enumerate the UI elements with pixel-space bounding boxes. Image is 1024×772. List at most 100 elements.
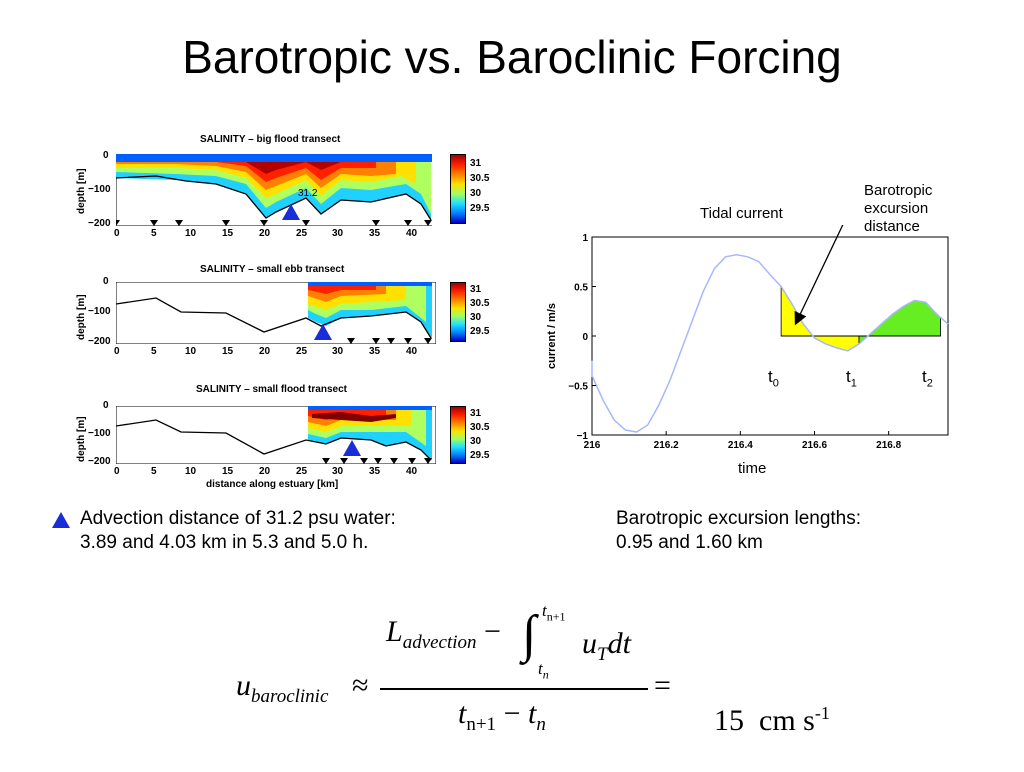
numerator: Ladvection −: [386, 615, 501, 654]
t0-subscript: 0: [772, 377, 779, 390]
y-tick-label: 0: [582, 332, 588, 343]
y-tick-label: 1: [582, 233, 588, 244]
x-tick: 35: [369, 466, 381, 477]
x-tick-label: 216.6: [802, 440, 827, 451]
colorbar: [450, 282, 466, 342]
t2-subscript: 2: [926, 377, 933, 390]
salinity-panel-big-flood: SALINITY – big flood transect depth [m] …: [60, 130, 500, 248]
panel-title: SALINITY – big flood transect: [200, 134, 341, 145]
y-axis-label: depth [m]: [76, 416, 87, 462]
excursion-caption: Barotropic excursion lengths: 0.95 and 1…: [616, 507, 861, 555]
L-subscript: advection: [402, 632, 477, 653]
x-tick: 5: [151, 466, 157, 477]
colorbar: [450, 406, 466, 464]
x-tick-label: 216.4: [728, 440, 753, 451]
y-tick: −200: [88, 336, 111, 347]
y-tick: 0: [103, 400, 109, 411]
x-tick-label: 216: [584, 440, 601, 451]
x-tick: 35: [369, 346, 381, 357]
x-tick: 10: [185, 346, 197, 357]
tidal-current-label: Tidal current: [700, 205, 783, 222]
minus-sign: −: [484, 615, 501, 648]
integrand: uTdt: [582, 627, 631, 666]
advection-marker-icon: [314, 324, 332, 340]
colorbar-tick: 31: [470, 284, 482, 295]
x-tick: 10: [185, 466, 197, 477]
result-value: 15 cm s-1: [684, 669, 830, 772]
den-minus: −: [503, 697, 521, 730]
x-tick: 15: [222, 466, 234, 477]
result-text: 15 cm s: [714, 704, 815, 737]
y-tick-label: −1: [577, 431, 589, 442]
time-axis-label: time: [738, 460, 767, 477]
panel-title: SALINITY – small flood transect: [196, 384, 347, 395]
x-tick: 25: [296, 346, 308, 357]
salinity-section-plot: [116, 154, 436, 226]
advection-caption: Advection distance of 31.2 psu water: 3.…: [80, 507, 396, 555]
uT-subscript: T: [597, 644, 608, 665]
salinity-panel-small-flood: SALINITY – small flood transect depth [m…: [60, 378, 500, 498]
excursion-label-line: excursion: [864, 200, 929, 217]
t0-text: t: [768, 367, 773, 386]
x-tick: 30: [332, 346, 344, 357]
lhs: ubaroclinic: [236, 669, 328, 708]
den-t1-sub: n+1: [466, 714, 497, 735]
colorbar-tick: 30.5: [470, 422, 490, 433]
colorbar-tick: 30: [470, 312, 482, 323]
x-tick: 20: [259, 228, 271, 239]
t2-label: t2: [922, 368, 933, 392]
colorbar-tick: 31: [470, 158, 482, 169]
y-axis-label: current / m/s: [546, 303, 558, 369]
baroclinic-formula: ubaroclinic ≈ Ladvection − ∫ tn+1 tn uTd…: [230, 601, 830, 745]
colorbar: [450, 154, 466, 224]
advection-caption-line2: 3.89 and 4.03 km in 5.3 and 5.0 h.: [80, 532, 369, 553]
salinity-section-plot: [116, 282, 436, 344]
t1-subscript: 1: [850, 377, 857, 390]
x-tick: 5: [151, 228, 157, 239]
y-tick: −100: [88, 306, 111, 317]
tidal-current-series-line: [591, 254, 949, 433]
y-axis-ticks: 1 0.5 0 −0.5 −1: [568, 233, 596, 442]
advection-marker-icon: [343, 440, 361, 456]
uT-symbol: u: [582, 627, 597, 660]
slide-title: Barotropic vs. Baroclinic Forcing: [182, 31, 842, 83]
excursion-shading: [780, 285, 941, 352]
x-tick: 10: [185, 228, 197, 239]
y-tick: −200: [88, 218, 111, 229]
x-tick: 40: [406, 466, 418, 477]
excursion-caption-line1: Barotropic excursion lengths:: [616, 508, 862, 529]
x-tick: 30: [332, 466, 344, 477]
x-tick: 35: [369, 228, 381, 239]
den-t2: t: [527, 697, 537, 730]
x-tick: 25: [296, 466, 308, 477]
panel-title: SALINITY – small ebb transect: [200, 264, 345, 275]
excursion-label: Barotropic excursion distance: [864, 182, 932, 236]
y-tick: −200: [88, 456, 111, 467]
colorbar-tick: 30: [470, 188, 482, 199]
u-subscript: baroclinic: [251, 686, 329, 707]
x-tick: 25: [296, 228, 308, 239]
approx-sign: ≈: [352, 669, 369, 702]
colorbar-tick: 31: [470, 408, 482, 419]
excursion-area-1: [858, 300, 941, 345]
x-tick-label: 216.8: [876, 440, 901, 451]
x-tick: 30: [332, 228, 344, 239]
x-tick-label: 216.2: [654, 440, 679, 451]
y-axis-label: depth [m]: [76, 294, 87, 340]
excursion-arrow: [794, 225, 844, 326]
fraction-bar: [380, 688, 648, 690]
advection-caption-line1: Advection distance of 31.2 psu water:: [80, 508, 396, 529]
integral-lower-limit: tn: [538, 659, 549, 682]
colorbar-tick: 30.5: [470, 173, 490, 184]
salinity-section-plot: [116, 406, 436, 464]
colorbar-tick: 30: [470, 436, 482, 447]
x-axis-ticks: 216 216.2 216.4 216.6 216.8: [584, 431, 902, 451]
x-tick: 20: [259, 346, 271, 357]
den-t1: t: [458, 697, 467, 730]
y-tick: −100: [88, 428, 111, 439]
colorbar-tick: 29.5: [470, 326, 490, 337]
x-tick: 0: [114, 346, 120, 357]
y-tick-label: 0.5: [574, 283, 588, 294]
x-tick: 15: [222, 228, 234, 239]
integral-upper-limit: tn+1: [542, 601, 566, 624]
